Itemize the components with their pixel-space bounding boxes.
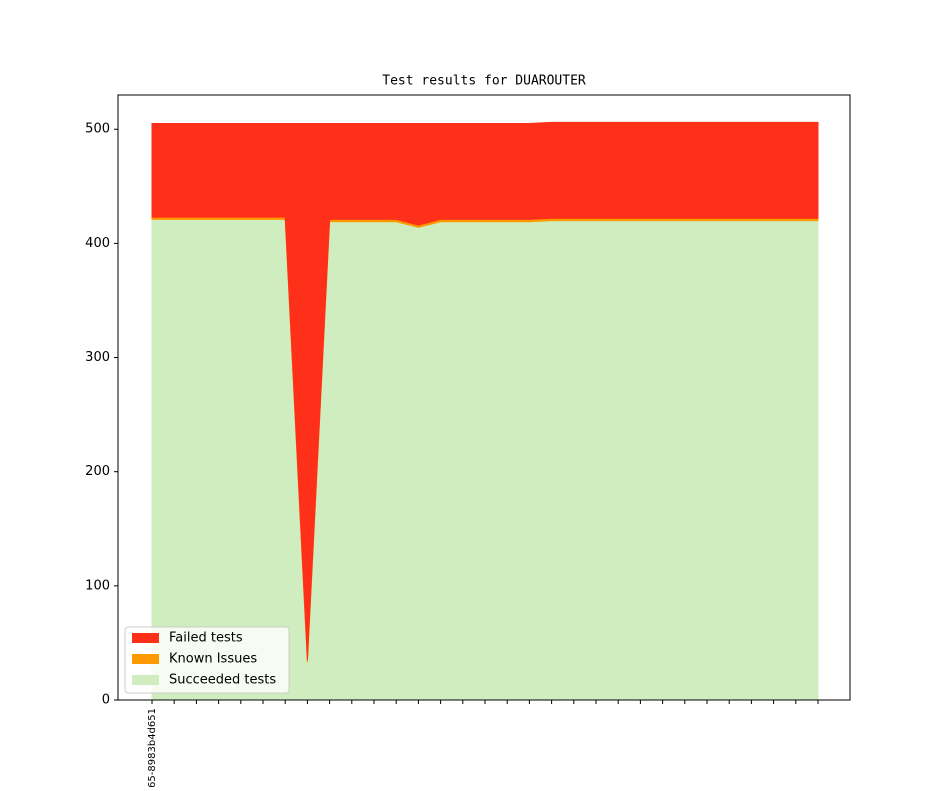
- y-tick-label: 300: [85, 350, 110, 365]
- x-tick-label: 65-8983b4d651: [147, 708, 158, 787]
- area: [151, 121, 819, 661]
- legend: Failed tests Known Issues Succeeded tests: [124, 626, 290, 694]
- legend-label: Failed tests: [169, 631, 243, 646]
- legend-label: Known Issues: [169, 652, 257, 667]
- plot-frame: [117, 94, 851, 701]
- y-tick-label: 400: [85, 236, 110, 251]
- legend-label: Succeeded tests: [169, 673, 276, 688]
- chart-title: Test results for DUAROUTER: [382, 74, 586, 89]
- y-tick-label: 500: [85, 122, 110, 137]
- legend-swatch: [132, 633, 159, 643]
- legend-swatch: [132, 675, 159, 685]
- legend-box: [124, 626, 290, 694]
- legend-swatch: [132, 654, 159, 664]
- y-tick-label: 0: [102, 693, 110, 708]
- y-tick-label: 200: [85, 464, 110, 479]
- y-tick-label: 100: [85, 578, 110, 593]
